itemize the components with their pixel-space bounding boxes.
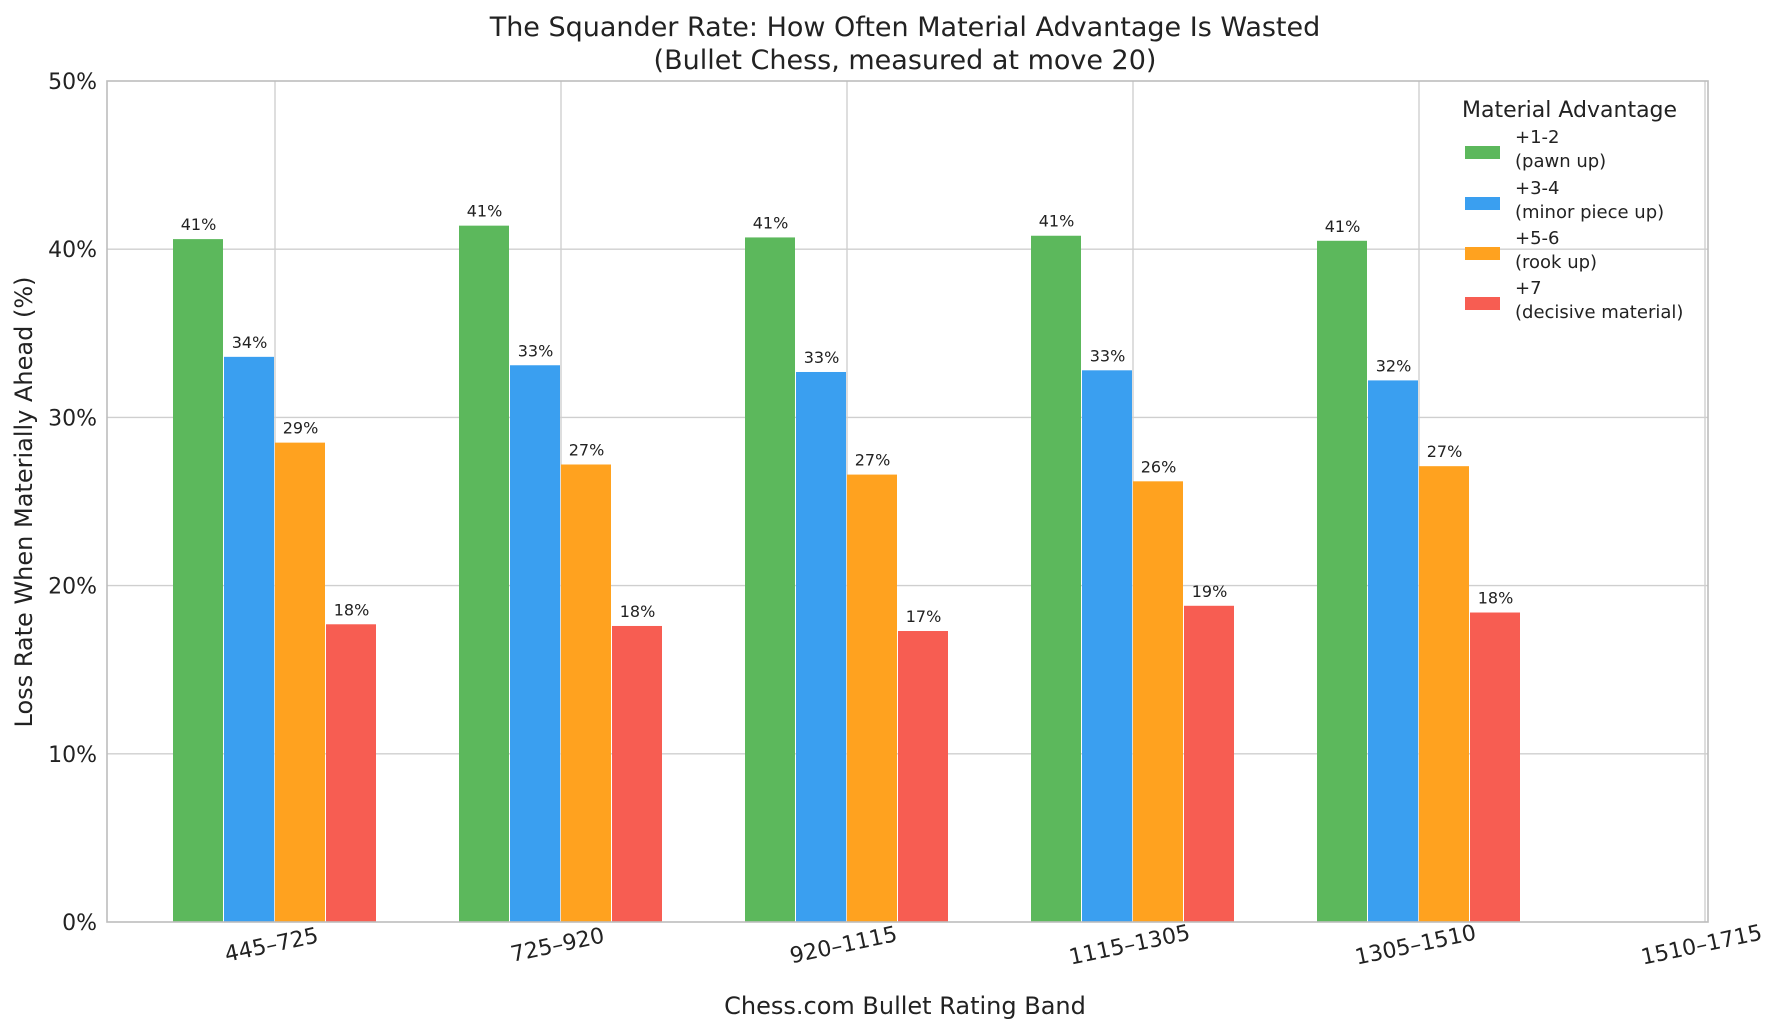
legend-swatch: [1465, 297, 1500, 310]
bar: [898, 631, 948, 922]
bar: [459, 225, 509, 923]
y-tick-label: 30%: [48, 406, 97, 431]
bar-value-label: 18%: [334, 600, 370, 619]
bar: [1184, 605, 1234, 922]
bar-value-label: 34%: [232, 333, 268, 352]
x-tick-label: 725–920: [509, 924, 607, 968]
bar: [796, 371, 846, 923]
legend-title: Material Advantage: [1462, 98, 1677, 123]
bar-value-label: 41%: [467, 202, 503, 221]
bar-value-label: 33%: [804, 348, 840, 367]
bar: [847, 474, 897, 922]
bar-value-label: 18%: [1478, 589, 1514, 608]
bar: [1317, 240, 1367, 923]
plot-frame: [106, 80, 1709, 923]
bar: [1419, 466, 1469, 922]
bar: [224, 356, 274, 922]
y-tick-label: 10%: [48, 743, 97, 768]
legend-entry-subname: (pawn up): [1515, 151, 1606, 172]
y-tick-label: 0%: [62, 911, 97, 936]
bar-value-label: 27%: [855, 451, 891, 470]
y-tick-label: 50%: [48, 70, 97, 95]
bar-value-label: 33%: [1090, 346, 1126, 365]
legend-entry-subname: (decisive material): [1515, 302, 1683, 323]
bar: [1470, 612, 1520, 922]
legend-entry-name: +7: [1515, 278, 1542, 299]
bar: [510, 365, 560, 922]
bar: [1082, 370, 1132, 923]
bar: [1031, 235, 1081, 922]
y-axis-label: Loss Rate When Materially Ahead (%): [10, 277, 38, 728]
bar: [326, 624, 376, 922]
chart-title: The Squander Rate: How Often Material Ad…: [489, 12, 1321, 43]
bar-value-label: 27%: [1427, 442, 1463, 461]
bar: [561, 464, 611, 922]
bar-value-label: 41%: [753, 213, 789, 232]
bar-value-label: 27%: [569, 440, 605, 459]
legend: Material Advantage +1-2 (pawn up) +3-4 (min…: [1462, 98, 1683, 323]
legend-entry-subname: (minor piece up): [1515, 202, 1664, 223]
x-tick-label: 920–1115: [788, 922, 900, 969]
bar-value-label: 41%: [1039, 212, 1075, 231]
bar-value-label: 29%: [283, 419, 319, 438]
legend-swatch: [1465, 247, 1500, 260]
x-tick-label: 1510–1715: [1639, 921, 1764, 971]
bar: [275, 442, 325, 922]
bar-value-label: 41%: [1325, 217, 1361, 236]
legend-swatch: [1465, 146, 1500, 159]
bar-value-label: 19%: [1192, 582, 1228, 601]
x-axis-label: Chess.com Bullet Rating Band: [724, 992, 1086, 1020]
bar-value-label: 33%: [518, 341, 554, 360]
x-tick-label: 445–725: [223, 924, 321, 968]
y-tick-label: 20%: [48, 575, 97, 600]
bar-value-label: 41%: [181, 215, 217, 234]
bar-value-label: 18%: [620, 602, 656, 621]
bar: [612, 625, 662, 922]
bar: [745, 237, 795, 922]
bar-value-label: 26%: [1141, 457, 1177, 476]
legend-entry-name: +3-4: [1515, 178, 1559, 199]
bar-value-label: 32%: [1376, 356, 1412, 375]
legend-swatch: [1465, 197, 1500, 210]
legend-entry-name: +5-6: [1515, 228, 1559, 249]
legend-entry-subname: (rook up): [1515, 252, 1597, 273]
bar-value-label: 17%: [906, 607, 942, 626]
bar: [1368, 380, 1418, 922]
legend-entry-name: +1-2: [1515, 127, 1559, 148]
chart-subtitle: (Bullet Chess, measured at move 20): [654, 45, 1157, 76]
x-tick-label: 1305–1510: [1353, 921, 1478, 971]
x-axis-ticks: 445–725 725–920 920–1115 1115–1305 1305–1510…: [223, 921, 1765, 971]
y-axis-ticks: 0% 10% 20% 30% 40% 50%: [48, 70, 97, 936]
y-tick-label: 40%: [48, 238, 97, 263]
bar: [1133, 481, 1183, 922]
x-tick-label: 1115–1305: [1067, 921, 1192, 971]
bar-labels: 41% 41% 41% 41% 41% 34% 33% 33% 33% 32% 29% 27% 27% 2…: [181, 202, 1514, 626]
bars: [173, 225, 1520, 923]
bar: [173, 239, 223, 922]
